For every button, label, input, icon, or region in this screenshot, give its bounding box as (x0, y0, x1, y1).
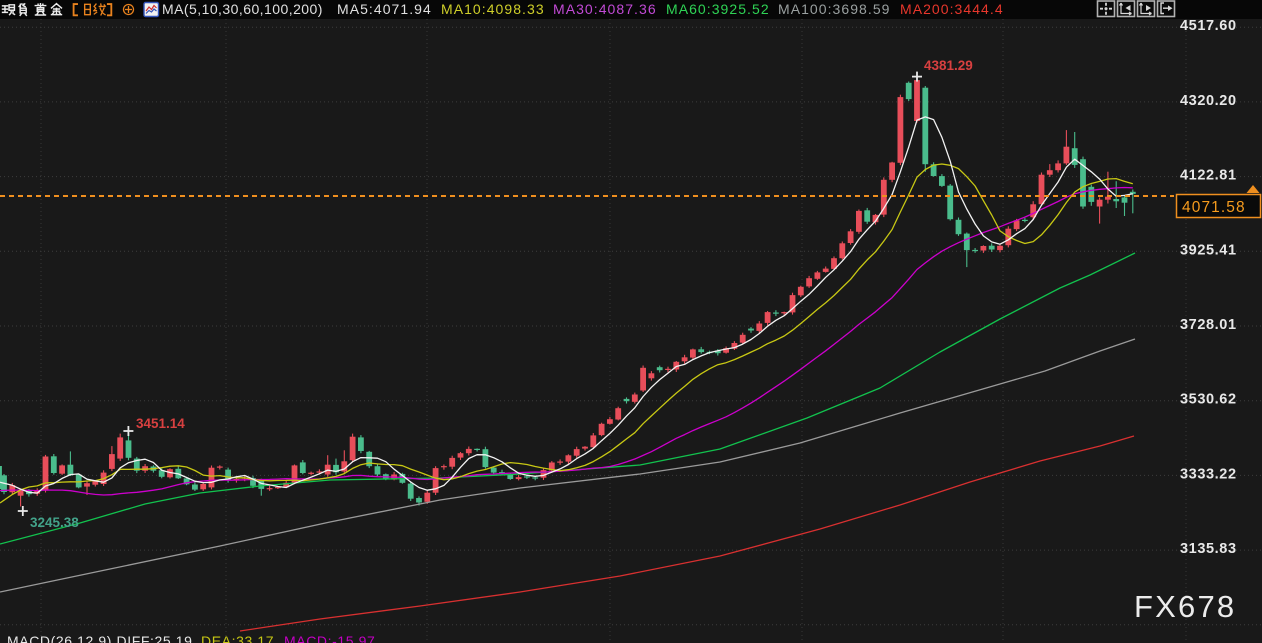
svg-text:3451.14: 3451.14 (136, 416, 185, 431)
svg-text:MA5:4071.94: MA5:4071.94 (337, 1, 432, 17)
svg-text:MACD:-15.97: MACD:-15.97 (284, 633, 375, 643)
svg-text:4320.20: 4320.20 (1180, 93, 1237, 109)
svg-text:3530.62: 3530.62 (1180, 392, 1237, 408)
svg-text:DEA:33.17: DEA:33.17 (201, 633, 274, 643)
svg-text:3925.41: 3925.41 (1180, 242, 1237, 258)
svg-text:MA(5,10,30,60,100,200): MA(5,10,30,60,100,200) (162, 1, 323, 17)
svg-text:4122.81: 4122.81 (1180, 168, 1237, 184)
svg-text:MA200:3444.4: MA200:3444.4 (900, 1, 1004, 17)
svg-text:MA60:3925.52: MA60:3925.52 (666, 1, 770, 17)
svg-text:FX678: FX678 (1134, 589, 1236, 624)
svg-text:MA10:4098.33: MA10:4098.33 (441, 1, 545, 17)
svg-text:4381.29: 4381.29 (924, 58, 973, 73)
svg-text:3728.01: 3728.01 (1180, 317, 1237, 333)
svg-text:MA30:4087.36: MA30:4087.36 (553, 1, 657, 17)
svg-text:4071.58: 4071.58 (1182, 199, 1246, 216)
svg-text:3245.38: 3245.38 (30, 515, 79, 530)
svg-text:4517.60: 4517.60 (1180, 18, 1237, 34)
svg-text:MACD(26,12,9) DIFF:25.19: MACD(26,12,9) DIFF:25.19 (7, 633, 193, 643)
svg-text:3135.83: 3135.83 (1180, 541, 1237, 557)
svg-text:MA100:3698.59: MA100:3698.59 (778, 1, 891, 17)
svg-text:3333.22: 3333.22 (1180, 466, 1237, 482)
